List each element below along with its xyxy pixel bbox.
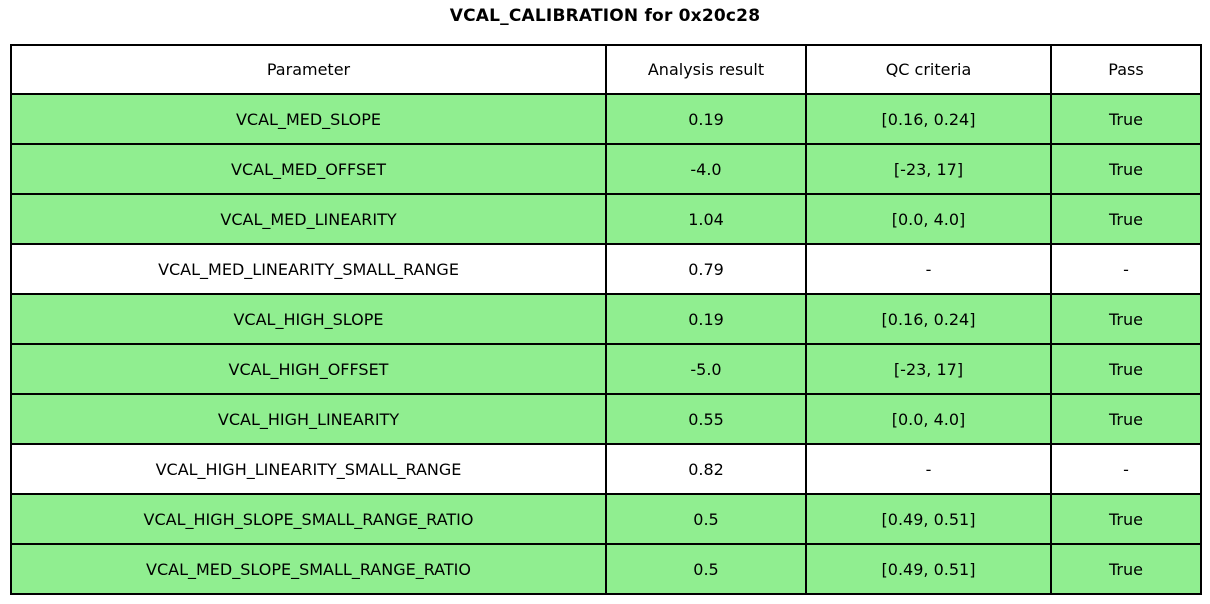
cell-parameter: VCAL_MED_OFFSET [10, 143, 607, 195]
cell-qc-criteria: [0.0, 4.0] [805, 393, 1052, 445]
cell-analysis-result: 0.19 [605, 293, 807, 345]
cell-qc-criteria: [0.49, 0.51] [805, 493, 1052, 545]
cell-parameter: VCAL_MED_LINEARITY [10, 193, 607, 245]
table-row: VCAL_HIGH_SLOPE 0.19 [0.16, 0.24] True [10, 293, 1202, 345]
cell-qc-criteria: [0.16, 0.24] [805, 293, 1052, 345]
cell-parameter: VCAL_HIGH_SLOPE_SMALL_RANGE_RATIO [10, 493, 607, 545]
table-row: VCAL_HIGH_SLOPE_SMALL_RANGE_RATIO 0.5 [0… [10, 493, 1202, 545]
cell-qc-criteria: [-23, 17] [805, 143, 1052, 195]
column-header-parameter: Parameter [10, 44, 607, 95]
cell-qc-criteria: [0.0, 4.0] [805, 193, 1052, 245]
cell-analysis-result: 0.5 [605, 543, 807, 595]
table-body: VCAL_MED_SLOPE 0.19 [0.16, 0.24] True VC… [10, 93, 1202, 595]
page-title: VCAL_CALIBRATION for 0x20c28 [449, 6, 761, 26]
table-row: VCAL_MED_SLOPE 0.19 [0.16, 0.24] True [10, 93, 1202, 145]
cell-qc-criteria: [-23, 17] [805, 343, 1052, 395]
cell-parameter: VCAL_HIGH_LINEARITY_SMALL_RANGE [10, 443, 607, 495]
cell-analysis-result: 0.19 [605, 93, 807, 145]
cell-analysis-result: 0.79 [605, 243, 807, 295]
table-row: VCAL_MED_LINEARITY_SMALL_RANGE 0.79 - - [10, 243, 1202, 295]
cell-qc-criteria: [0.49, 0.51] [805, 543, 1052, 595]
cell-parameter: VCAL_MED_LINEARITY_SMALL_RANGE [10, 243, 607, 295]
cell-pass: True [1050, 193, 1202, 245]
cell-pass: True [1050, 293, 1202, 345]
table-header-row: Parameter Analysis result QC criteria Pa… [10, 44, 1202, 95]
cell-qc-criteria: [0.16, 0.24] [805, 93, 1052, 145]
cell-parameter: VCAL_HIGH_SLOPE [10, 293, 607, 345]
cell-pass: True [1050, 493, 1202, 545]
cell-parameter: VCAL_HIGH_LINEARITY [10, 393, 607, 445]
cell-pass: True [1050, 393, 1202, 445]
cell-pass: - [1050, 243, 1202, 295]
table-row: VCAL_MED_LINEARITY 1.04 [0.0, 4.0] True [10, 193, 1202, 245]
cell-analysis-result: 0.55 [605, 393, 807, 445]
column-header-qc-criteria: QC criteria [805, 44, 1052, 95]
cell-pass: - [1050, 443, 1202, 495]
cell-pass: True [1050, 543, 1202, 595]
cell-parameter: VCAL_MED_SLOPE [10, 93, 607, 145]
qc-criteria-table: Parameter Analysis result QC criteria Pa… [10, 44, 1202, 595]
cell-parameter: VCAL_MED_SLOPE_SMALL_RANGE_RATIO [10, 543, 607, 595]
column-header-analysis-result: Analysis result [605, 44, 807, 95]
cell-analysis-result: 1.04 [605, 193, 807, 245]
cell-pass: True [1050, 143, 1202, 195]
cell-qc-criteria: - [805, 443, 1052, 495]
table-row: VCAL_HIGH_LINEARITY 0.55 [0.0, 4.0] True [10, 393, 1202, 445]
cell-analysis-result: -5.0 [605, 343, 807, 395]
cell-pass: True [1050, 343, 1202, 395]
table-row: VCAL_HIGH_LINEARITY_SMALL_RANGE 0.82 - - [10, 443, 1202, 495]
table-row: VCAL_MED_SLOPE_SMALL_RANGE_RATIO 0.5 [0.… [10, 543, 1202, 595]
table-row: VCAL_MED_OFFSET -4.0 [-23, 17] True [10, 143, 1202, 195]
cell-pass: True [1050, 93, 1202, 145]
table-row: VCAL_HIGH_OFFSET -5.0 [-23, 17] True [10, 343, 1202, 395]
cell-qc-criteria: - [805, 243, 1052, 295]
cell-parameter: VCAL_HIGH_OFFSET [10, 343, 607, 395]
cell-analysis-result: 0.5 [605, 493, 807, 545]
cell-analysis-result: -4.0 [605, 143, 807, 195]
cell-analysis-result: 0.82 [605, 443, 807, 495]
column-header-pass: Pass [1050, 44, 1202, 95]
